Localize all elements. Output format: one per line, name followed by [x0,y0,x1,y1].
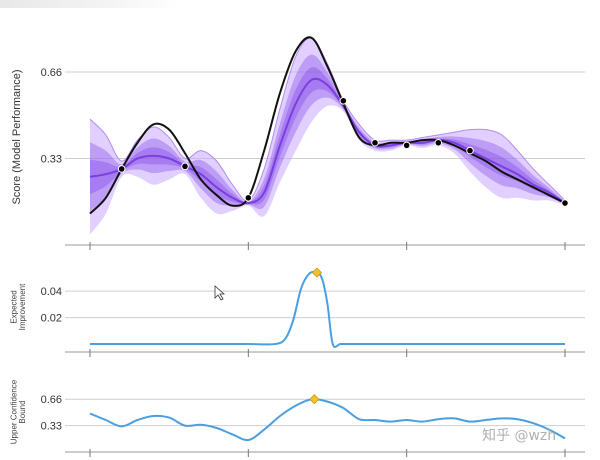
y-axis-title-line: Improvement [18,283,27,330]
ucb-line [89,398,566,442]
observation-point [371,138,379,147]
observation-point [466,146,474,155]
y-axis-title-line: Bound [18,400,27,423]
y-tick-label: 0.66 [41,394,62,406]
y-tick-label: 0.04 [41,286,62,298]
watermark: 知乎 @wzh [482,427,556,444]
observation-point [561,199,569,207]
mouse-cursor-icon [214,285,226,301]
true-function-line [89,36,566,215]
observation-point [339,96,348,105]
y-axis-title: Upper ConfidenceBound [9,379,27,444]
y-tick-label: 0.66 [41,67,62,79]
uncertainty-band [90,37,565,235]
expected-improvement-panel: 0.04 0.02 ExpectedImprovement [9,267,585,357]
posterior-mean-line [89,77,566,205]
score-panel: 0.66 0.33 Score (Model Performance) [11,36,585,250]
band-upper-edge [89,37,566,202]
expected-improvement-line [90,270,565,348]
observation-point [117,165,126,173]
uncertainty-band [90,54,565,212]
y-axis-title: ExpectedImprovement [9,283,27,330]
observation-point [402,141,411,150]
y-tick-label: 0.33 [41,153,62,165]
y-axis-title-line: Upper Confidence [9,379,18,444]
y-tick-label: 0.02 [41,313,62,325]
y-tick-label: 0.33 [41,421,62,433]
top-window-strip [0,0,180,8]
y-axis-title-line: Expected [9,290,18,323]
upper-confidence-bound-panel: 0.66 0.33 Upper ConfidenceBound [9,379,585,457]
observation-point [181,162,189,171]
y-axis-title: Score (Model Performance) [11,69,23,204]
observation-point [434,138,443,147]
ei-max-marker [311,267,323,278]
observation-point [244,194,253,202]
ucb-max-marker [309,394,320,405]
